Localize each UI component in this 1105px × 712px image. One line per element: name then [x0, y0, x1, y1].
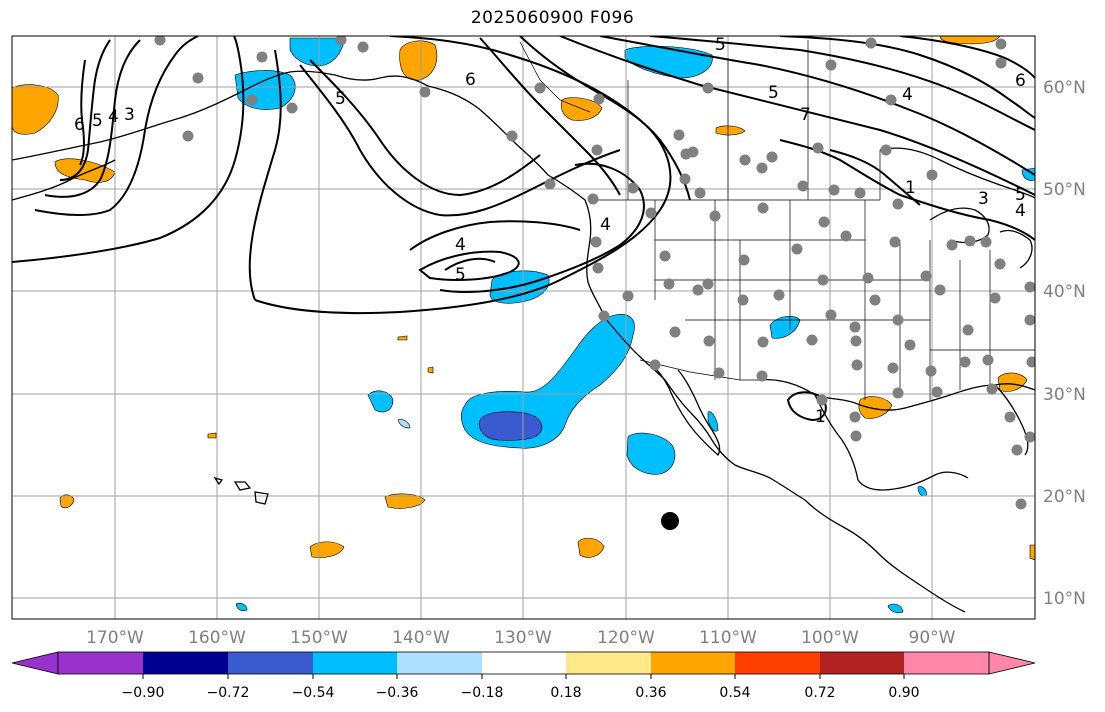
- negative-anomaly-region: [887, 603, 904, 614]
- contour-label: 4: [1015, 201, 1026, 221]
- positive-anomaly-region: [384, 493, 426, 509]
- colorbar-tick-label: 0.54: [719, 685, 750, 701]
- lon-tick-label: 120°W: [597, 628, 655, 648]
- colorbar-segment: [904, 652, 989, 674]
- colorbar-tick-label: −0.90: [122, 685, 165, 701]
- lat-tick-label: 40°N: [1043, 282, 1086, 302]
- colorbar-tick-label: 0.72: [804, 685, 835, 701]
- negative-anomaly-region: [235, 602, 248, 612]
- contour-label: 5: [455, 265, 466, 285]
- colorbar-tick-label: −0.54: [292, 685, 335, 701]
- negative-anomaly-region: [1021, 167, 1035, 181]
- positive-anomaly-region: [207, 432, 217, 439]
- colorbar-tick-label: −0.18: [461, 685, 504, 701]
- colorbar: −0.90 −0.72 −0.54 −0.36 −0.18 0.18 0.36 …: [11, 651, 1036, 701]
- lat-tick-label: 20°N: [1043, 487, 1086, 507]
- colorbar-segment: [397, 652, 482, 674]
- colorbar-tick-label: 0.36: [635, 685, 666, 701]
- positive-anomaly-region: [1029, 544, 1035, 561]
- colorbar-extension-high: [988, 651, 1036, 675]
- contour-label: 4: [902, 85, 913, 105]
- colorbar-segment: [566, 652, 651, 674]
- station-markers: [154, 36, 1035, 510]
- contour-label: 5: [715, 35, 726, 55]
- contour-label: 6: [1015, 71, 1026, 91]
- contour-label: 6: [74, 115, 85, 135]
- positive-anomaly-region: [858, 396, 893, 419]
- positive-anomaly-region: [997, 372, 1028, 392]
- colorbar-tick-label: 0.18: [550, 685, 581, 701]
- location-marker: [661, 512, 679, 530]
- positive-anomaly-region: [54, 158, 116, 183]
- colorbar-tick-label: −0.72: [207, 685, 250, 701]
- colorbar-segment: [313, 652, 397, 674]
- positive-anomaly-region: [397, 335, 408, 341]
- contour-label: 4: [600, 215, 611, 235]
- lat-tick-label: 30°N: [1043, 385, 1086, 405]
- weak-negative-anomaly-region: [397, 419, 411, 429]
- contour-label: 5: [1015, 185, 1026, 205]
- contour-lines: [12, 36, 1035, 422]
- negative-anomaly-region: [707, 411, 719, 432]
- contour-label: 4: [108, 107, 119, 127]
- colorbar-segment: [228, 652, 313, 674]
- longitude-axis: 170°W 160°W 150°W 140°W 130°W 120°W 110°…: [86, 628, 956, 648]
- contour-label: 5: [335, 89, 346, 109]
- anomaly-fills: [12, 36, 1035, 614]
- contour-label: 1: [815, 407, 826, 427]
- contour-label-group: 6 5 4 3 5 6 5 4 4 5 5 4 7 6 5 4 3 1 1: [74, 35, 1026, 427]
- positive-anomaly-region: [427, 366, 434, 374]
- lat-tick-label: 50°N: [1043, 180, 1086, 200]
- colorbar-segment: [58, 652, 143, 674]
- colorbar-segment: [651, 652, 735, 674]
- contour-label: 5: [768, 83, 779, 103]
- contour-label: 4: [455, 235, 466, 255]
- contour-label: 3: [124, 105, 135, 125]
- positive-anomaly-region: [577, 537, 605, 558]
- colorbar-tick-label: 0.90: [888, 685, 919, 701]
- lon-tick-label: 100°W: [801, 628, 859, 648]
- contour-label: 6: [465, 70, 476, 90]
- map-frame: [11, 35, 1036, 620]
- lon-tick-label: 130°W: [494, 628, 552, 648]
- lon-tick-label: 170°W: [86, 628, 144, 648]
- lon-tick-label: 140°W: [392, 628, 450, 648]
- negative-anomaly-region: [289, 37, 346, 67]
- colorbar-segment: [735, 652, 820, 674]
- lon-tick-label: 160°W: [188, 628, 246, 648]
- positive-anomaly-region: [399, 40, 438, 81]
- colorbar-tick-label: −0.36: [376, 685, 419, 701]
- colorbar-segment: [820, 652, 904, 674]
- lon-tick-label: 90°W: [909, 628, 956, 648]
- contour-label: 3: [978, 189, 989, 209]
- lat-tick-label: 10°N: [1043, 589, 1086, 609]
- lon-tick-label: 150°W: [290, 628, 348, 648]
- latitude-axis: 60°N 50°N 40°N 30°N 20°N 10°N: [1043, 78, 1086, 609]
- strong-negative-anomaly-region: [479, 411, 543, 441]
- colorbar-segment: [482, 652, 566, 674]
- lon-tick-label: 110°W: [699, 628, 757, 648]
- positive-anomaly-region: [715, 125, 746, 136]
- colorbar-extension-low: [11, 651, 59, 675]
- contour-label: 7: [800, 105, 811, 125]
- positive-anomaly-region: [59, 494, 75, 509]
- positive-anomaly-region: [12, 84, 59, 135]
- coastlines: [12, 70, 1035, 613]
- contour-label: 5: [92, 111, 103, 131]
- negative-anomaly-region: [626, 432, 676, 475]
- positive-anomaly-region: [561, 97, 603, 121]
- negative-anomaly-region: [367, 390, 394, 413]
- lat-tick-label: 60°N: [1043, 78, 1086, 98]
- colorbar-segment: [143, 652, 228, 674]
- contour-label: 1: [905, 178, 916, 198]
- chart-title: 2025060900 F096: [470, 8, 635, 28]
